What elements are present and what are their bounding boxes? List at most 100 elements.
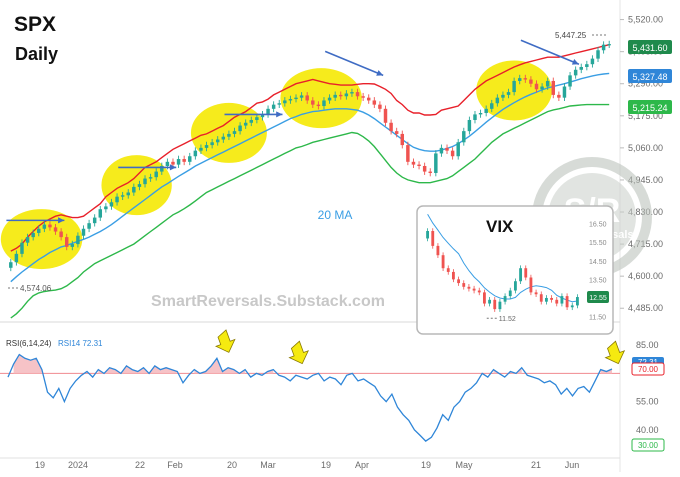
rsi-axis: 85.00 55.00 40.00 <box>0 340 659 435</box>
vix-tick-label: 11.50 <box>589 315 606 322</box>
vix-candle-body <box>550 297 554 300</box>
candle-body <box>316 104 321 107</box>
vix-candle-body <box>519 268 523 282</box>
candle-body <box>596 50 600 59</box>
chart-subtitle: Daily <box>15 44 58 64</box>
candle-body <box>551 80 556 95</box>
candle-body <box>37 228 41 233</box>
candle-body <box>81 228 86 236</box>
time-tick-label: 21 <box>531 460 541 470</box>
ma-price-badge <box>628 69 672 83</box>
ma-label: 20 MA <box>318 208 353 222</box>
candle-body <box>243 122 248 126</box>
callout-arrow <box>288 340 309 365</box>
trend-arrow-head <box>276 111 283 118</box>
candle-body <box>523 78 528 80</box>
candle-body <box>562 86 567 98</box>
candle-body <box>411 161 416 165</box>
candle-body <box>104 206 108 210</box>
candle-body <box>361 96 365 98</box>
vix-tick-label: 13.50 <box>589 277 607 284</box>
lower-band-badge <box>628 100 672 114</box>
watermark-text: SmartReversals.Substack.com <box>151 293 385 310</box>
candle-body <box>512 80 516 93</box>
vix-tick-label: 16.50 <box>589 222 607 229</box>
last-price-badge <box>628 40 672 54</box>
vix-candle-body <box>534 292 538 295</box>
candle-body <box>126 192 130 196</box>
trend-arrow-head <box>169 164 177 171</box>
overbought-badge <box>631 362 665 376</box>
candle-body <box>311 100 315 105</box>
candle-body <box>417 164 421 166</box>
candle-body <box>199 147 203 151</box>
candle-body <box>517 78 522 81</box>
candle-body <box>160 166 164 172</box>
overbought-area <box>98 365 178 374</box>
rsi-indicator-label: RSI(6,14,24) <box>6 339 52 348</box>
candle-body <box>495 97 500 104</box>
vix-series: 12.55 11.52 <box>426 214 609 323</box>
price-tick-label: 4,600.00 <box>628 271 663 281</box>
callout-arrow <box>214 329 236 353</box>
candle-body <box>467 119 472 132</box>
candle-body <box>25 237 30 243</box>
vix-candle-body <box>565 296 569 308</box>
vix-candle-body <box>560 296 564 304</box>
vix-tick-label: 15.50 <box>589 240 607 247</box>
candle-body <box>148 177 153 179</box>
candle-body <box>210 142 214 146</box>
candle-body <box>182 159 186 162</box>
candle-body <box>277 103 281 105</box>
candle-body <box>355 92 360 97</box>
candle-body <box>238 125 242 132</box>
candle-body <box>31 232 35 238</box>
highlight-ellipse <box>0 209 83 270</box>
candle-body <box>383 108 388 123</box>
candle-body <box>70 244 75 247</box>
candle-body <box>529 79 533 84</box>
low-annotation: 4,574.06 <box>20 284 52 293</box>
last-price-label: 5,431.60 <box>632 43 667 53</box>
vix-candle-body <box>513 281 517 291</box>
rsi-series <box>7 353 613 442</box>
price-tick-label: 4,945.00 <box>628 175 663 185</box>
vix-candle-body <box>529 277 533 293</box>
candle-body <box>115 196 119 203</box>
vix-candle-body <box>477 290 481 293</box>
candle-body <box>601 44 606 51</box>
candle-body <box>14 253 19 263</box>
candle-body <box>48 224 52 228</box>
candle-body <box>501 94 505 98</box>
candle-body <box>579 66 583 70</box>
price-tick-label: 5,520.00 <box>628 15 663 25</box>
candle-body <box>445 147 449 151</box>
candle-body <box>327 97 332 101</box>
candle-body <box>59 231 63 238</box>
vix-candle-body <box>462 283 466 287</box>
overbought-label: 70.00 <box>638 365 659 374</box>
rsi-tick-label: 55.00 <box>636 397 659 407</box>
candle-body <box>450 150 455 157</box>
time-tick-label: 20 <box>227 460 237 470</box>
rsi-callout-arrows <box>214 329 626 365</box>
price-badges: 5,431.60 5,327.48 5,215.24 <box>628 40 672 114</box>
candle-body <box>188 156 192 162</box>
vix-candle-body <box>544 297 548 302</box>
time-tick-label: 19 <box>421 460 431 470</box>
candle-body <box>333 94 337 98</box>
candle-body <box>339 94 343 97</box>
candle-body <box>249 119 254 123</box>
candle-body <box>585 64 589 67</box>
candle-body <box>176 159 181 165</box>
candle-body <box>20 242 24 254</box>
candle-body <box>394 131 399 134</box>
candle-body <box>171 161 175 165</box>
vix-candle-body <box>570 305 574 308</box>
candle-body <box>53 227 58 232</box>
candle-body <box>484 108 488 114</box>
high-annotation: 5,447.25 <box>555 31 587 40</box>
candle-body <box>255 117 259 120</box>
trend-arrow-line <box>324 50 384 77</box>
